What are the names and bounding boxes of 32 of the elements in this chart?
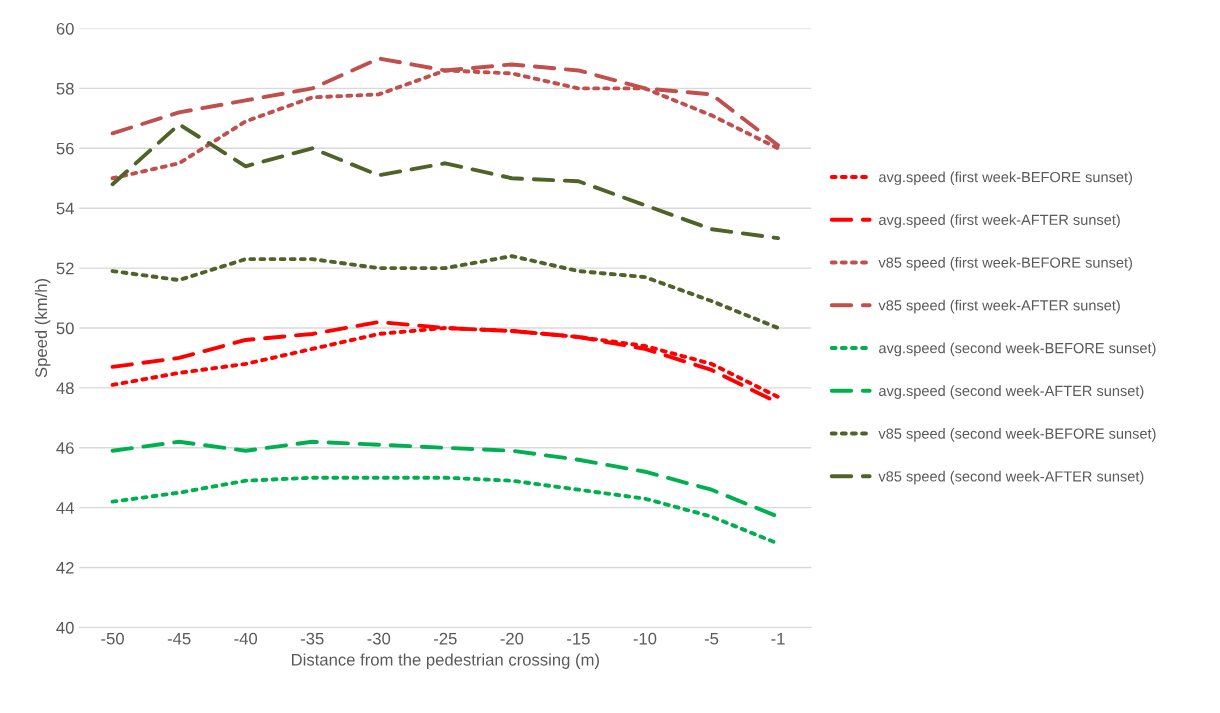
y-tick-label: 52: [56, 262, 74, 275]
y-tick-label: 48: [56, 382, 74, 395]
x-tick-label: -35: [300, 632, 324, 645]
y-tick-label: 46: [56, 442, 74, 454]
legend-label: v85 speed (first week-AFTER sunset): [878, 299, 1120, 314]
y-axis-title: Speed (km/h): [34, 278, 51, 378]
x-tick-label: -45: [167, 632, 191, 645]
x-tick-label: -50: [101, 632, 124, 645]
legend-label: avg.speed (second week-AFTER sunset): [879, 385, 1144, 399]
legend-label: avg.speed (first week-BEFORE sunset): [879, 171, 1132, 186]
legend-label: avg.speed (second week-BEFORE sunset): [879, 342, 1156, 357]
y-tick-label: 44: [56, 502, 74, 514]
x-tick-label: -15: [567, 632, 590, 645]
x-axis-title: Distance from the pedestrian crossing (m): [291, 653, 599, 669]
y-tick-label: 50: [56, 322, 74, 335]
legend-label: avg.speed (first week-AFTER sunset): [879, 214, 1120, 228]
x-tick-label: -30: [367, 632, 391, 645]
y-tick-label: 42: [56, 561, 74, 574]
legend-label: v85 speed (second week-AFTER sunset): [878, 470, 1144, 485]
y-tick-label: 54: [56, 202, 74, 215]
x-tick-label: -20: [500, 632, 524, 645]
y-tick-label: 40: [56, 621, 74, 634]
x-tick-label: -25: [434, 632, 457, 645]
y-tick-label: 56: [56, 142, 74, 155]
x-tick-label: -10: [633, 632, 657, 645]
legend-label: v85 speed (second week-BEFORE sunset): [878, 428, 1156, 442]
x-tick-label: -1: [771, 632, 785, 645]
y-tick-label: 60: [56, 22, 74, 35]
y-tick-label: 58: [56, 82, 74, 95]
legend-label: v85 speed (first week-BEFORE sunset): [878, 257, 1132, 271]
x-tick-label: -5: [704, 632, 719, 645]
x-tick-label: -40: [234, 632, 258, 645]
